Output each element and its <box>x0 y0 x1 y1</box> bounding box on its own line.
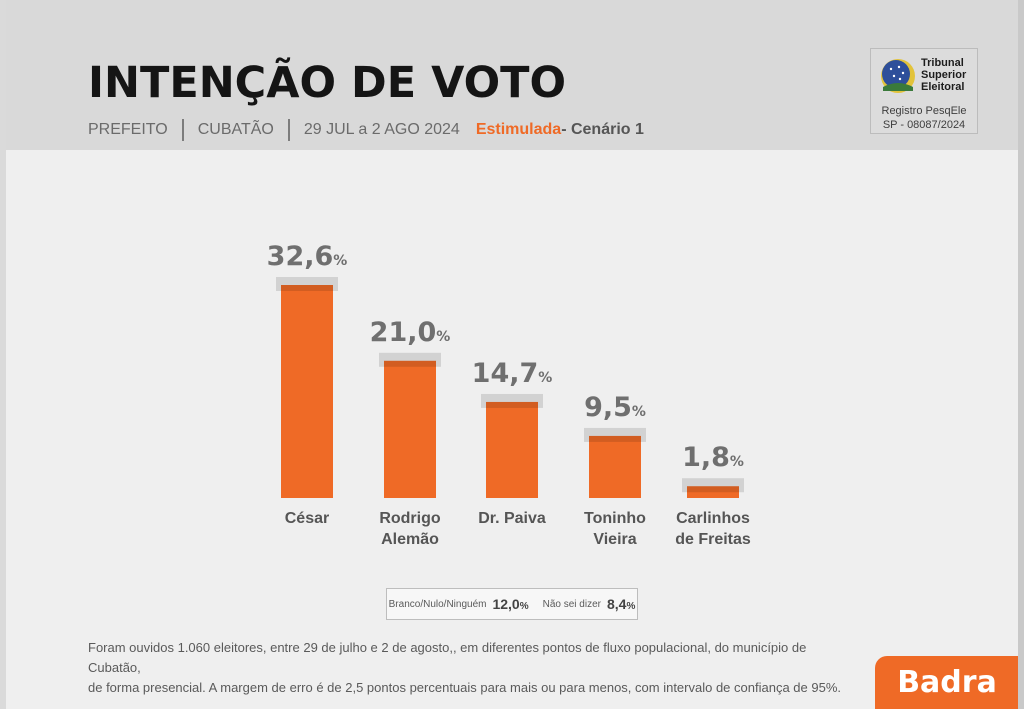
survey-type-label: Estimulada <box>475 121 562 138</box>
bar-top-shade <box>281 285 333 291</box>
left-edge <box>0 0 6 709</box>
data-label: 1,8% <box>682 442 744 473</box>
methodology-note: Foram ouvidos 1.060 eleitores, entre 29 … <box>88 638 848 698</box>
category-label: Carlinhos <box>676 510 750 527</box>
bar <box>589 435 641 498</box>
tse-name-line: Superior <box>921 69 967 81</box>
scenario-label: - Cenário 1 <box>561 121 644 138</box>
category-label: Dr. Paiva <box>478 510 546 527</box>
data-label: 14,7% <box>472 358 553 389</box>
bar <box>281 285 333 498</box>
office-label: PREFEITO <box>88 121 168 138</box>
undecided-number: 8,4 <box>606 596 627 612</box>
category-label: de Freitas <box>675 531 751 548</box>
percent-sign: % <box>626 601 636 612</box>
period-label: 29 JUL a 2 AGO 2024 <box>303 121 460 138</box>
bar <box>384 360 436 498</box>
undecided-label: Não sei dizer <box>542 598 601 610</box>
category-label: Toninho <box>584 510 646 527</box>
data-label: 32,6% <box>267 241 348 272</box>
badra-logo: Badra <box>875 656 1019 709</box>
undecided-value: 8,4% <box>607 596 635 612</box>
bar-top-shade <box>486 401 538 408</box>
registry-label: Registro PesqEle <box>881 105 967 117</box>
subtitle-row: PREFEITO CUBATÃO 29 JUL a 2 AGO 2024 Est… <box>88 118 644 142</box>
tse-logo-icon <box>881 59 915 93</box>
tse-registration-box: Tribunal Superior Eleitoral Registro Pes… <box>870 48 978 134</box>
blank-null-label: Branco/Nulo/Ninguém <box>388 598 487 610</box>
data-label: 21,0% <box>370 317 451 348</box>
registry-number: SP - 08087/2024 <box>882 119 966 131</box>
methodology-line: de forma presencial. A margem de erro é … <box>88 680 841 695</box>
tse-name: Tribunal Superior Eleitoral <box>921 57 966 93</box>
city-label: CUBATÃO <box>197 121 274 138</box>
percent-sign: % <box>519 601 529 612</box>
bar-top-shade <box>589 435 641 442</box>
bar <box>687 486 739 498</box>
blank-null-number: 12,0 <box>492 596 520 612</box>
page-title: INTENÇÃO DE VOTO <box>88 58 567 108</box>
category-label: Vieira <box>593 531 636 548</box>
divider <box>287 119 290 141</box>
category-label: Rodrigo <box>379 510 441 527</box>
right-edge <box>1018 0 1024 709</box>
others-summary-box: Branco/Nulo/Ninguém 12,0% Não sei dizer … <box>386 588 638 620</box>
blank-null-value: 12,0% <box>492 596 528 612</box>
tse-name-line: Eleitoral <box>921 81 965 93</box>
data-label: 9,5% <box>584 392 646 423</box>
tse-name-line: Tribunal <box>921 57 964 69</box>
bar-top-shade <box>687 486 739 493</box>
category-label: Alemão <box>381 531 439 548</box>
bar <box>486 401 538 498</box>
category-label: César <box>285 510 329 527</box>
bar-top-shade <box>384 360 436 367</box>
divider <box>181 119 184 141</box>
header-band <box>6 0 1018 150</box>
methodology-line: Foram ouvidos 1.060 eleitores, entre 29 … <box>88 640 807 675</box>
